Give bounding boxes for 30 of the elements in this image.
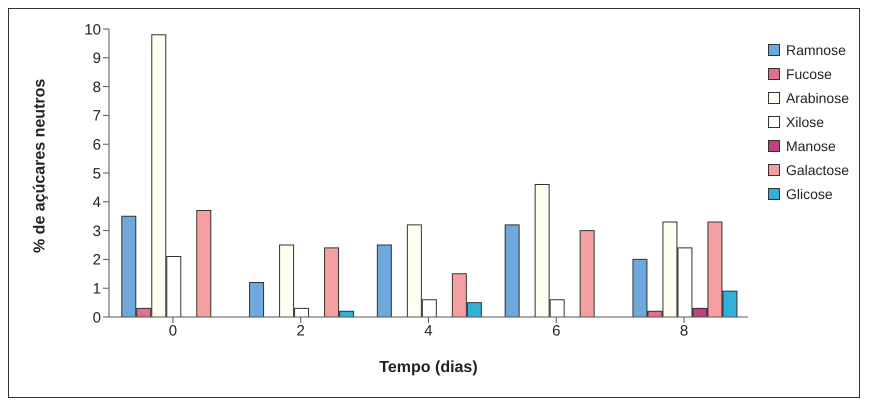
bar bbox=[504, 224, 520, 317]
bar bbox=[376, 244, 392, 317]
y-tick-label: 9 bbox=[92, 50, 101, 68]
y-tick-label: 7 bbox=[92, 108, 101, 125]
y-tick-label: 3 bbox=[92, 222, 101, 240]
bar bbox=[196, 210, 212, 317]
x-axis-title: Tempo (dias) bbox=[379, 359, 478, 376]
legend-label: Manose bbox=[786, 137, 836, 156]
legend-label: Galactose bbox=[786, 161, 849, 180]
bar bbox=[249, 282, 264, 317]
legend-label: Arabinose bbox=[786, 89, 849, 108]
y-tick-label: 8 bbox=[92, 78, 101, 96]
legend-label: Fucose bbox=[786, 65, 832, 84]
x-tick-label: 2 bbox=[296, 322, 305, 340]
x-tick-label: 8 bbox=[680, 322, 688, 340]
x-tick-label: 0 bbox=[168, 322, 178, 340]
y-tick-label: 0 bbox=[92, 309, 101, 326]
y-tick-label: 2 bbox=[92, 252, 101, 269]
legend-label: Glicose bbox=[786, 185, 833, 204]
y-tick-label: 10 bbox=[84, 21, 101, 38]
legend-label: Ramnose bbox=[786, 41, 846, 60]
bar bbox=[580, 230, 595, 317]
legend-label: Xilose bbox=[786, 113, 824, 132]
y-axis-title: % de açúcares neutros bbox=[32, 78, 49, 253]
x-tick-label: 6 bbox=[552, 322, 560, 340]
x-tick-label: 4 bbox=[424, 322, 433, 340]
y-tick-label: 6 bbox=[92, 136, 101, 154]
y-tick-label: 5 bbox=[92, 165, 101, 182]
y-tick-label: 4 bbox=[92, 194, 101, 212]
y-tick-label: 1 bbox=[92, 280, 101, 298]
